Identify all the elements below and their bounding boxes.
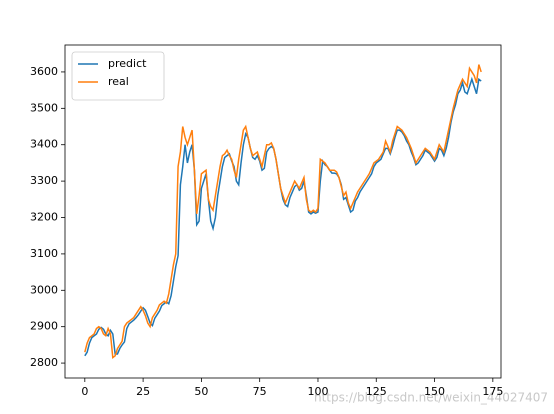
x-tick-label: 25 <box>136 385 150 398</box>
x-tick-label: 175 <box>482 385 503 398</box>
y-tick-label: 3000 <box>30 283 58 296</box>
y-tick-label: 3500 <box>30 101 58 114</box>
legend-label: predict <box>108 57 147 70</box>
x-tick-label: 50 <box>194 385 208 398</box>
y-tick-label: 3300 <box>30 174 58 187</box>
legend-label: real <box>108 75 129 88</box>
y-tick-label: 2900 <box>30 320 58 333</box>
x-tick-label: 100 <box>307 385 328 398</box>
y-tick-label: 3100 <box>30 247 58 260</box>
line-real <box>84 64 482 360</box>
watermark: https://blog.csdn.net/weixin_44027407 <box>314 391 548 405</box>
x-tick-label: 75 <box>253 385 267 398</box>
y-tick-label: 3600 <box>30 65 58 78</box>
y-tick-label: 3200 <box>30 211 58 224</box>
x-tick-label: 0 <box>81 385 88 398</box>
x-tick-label: 150 <box>424 385 445 398</box>
x-tick-label: 125 <box>366 385 387 398</box>
plot-frame <box>64 44 502 379</box>
y-tick-label: 3400 <box>30 138 58 151</box>
y-tick-label: 2800 <box>30 356 58 369</box>
